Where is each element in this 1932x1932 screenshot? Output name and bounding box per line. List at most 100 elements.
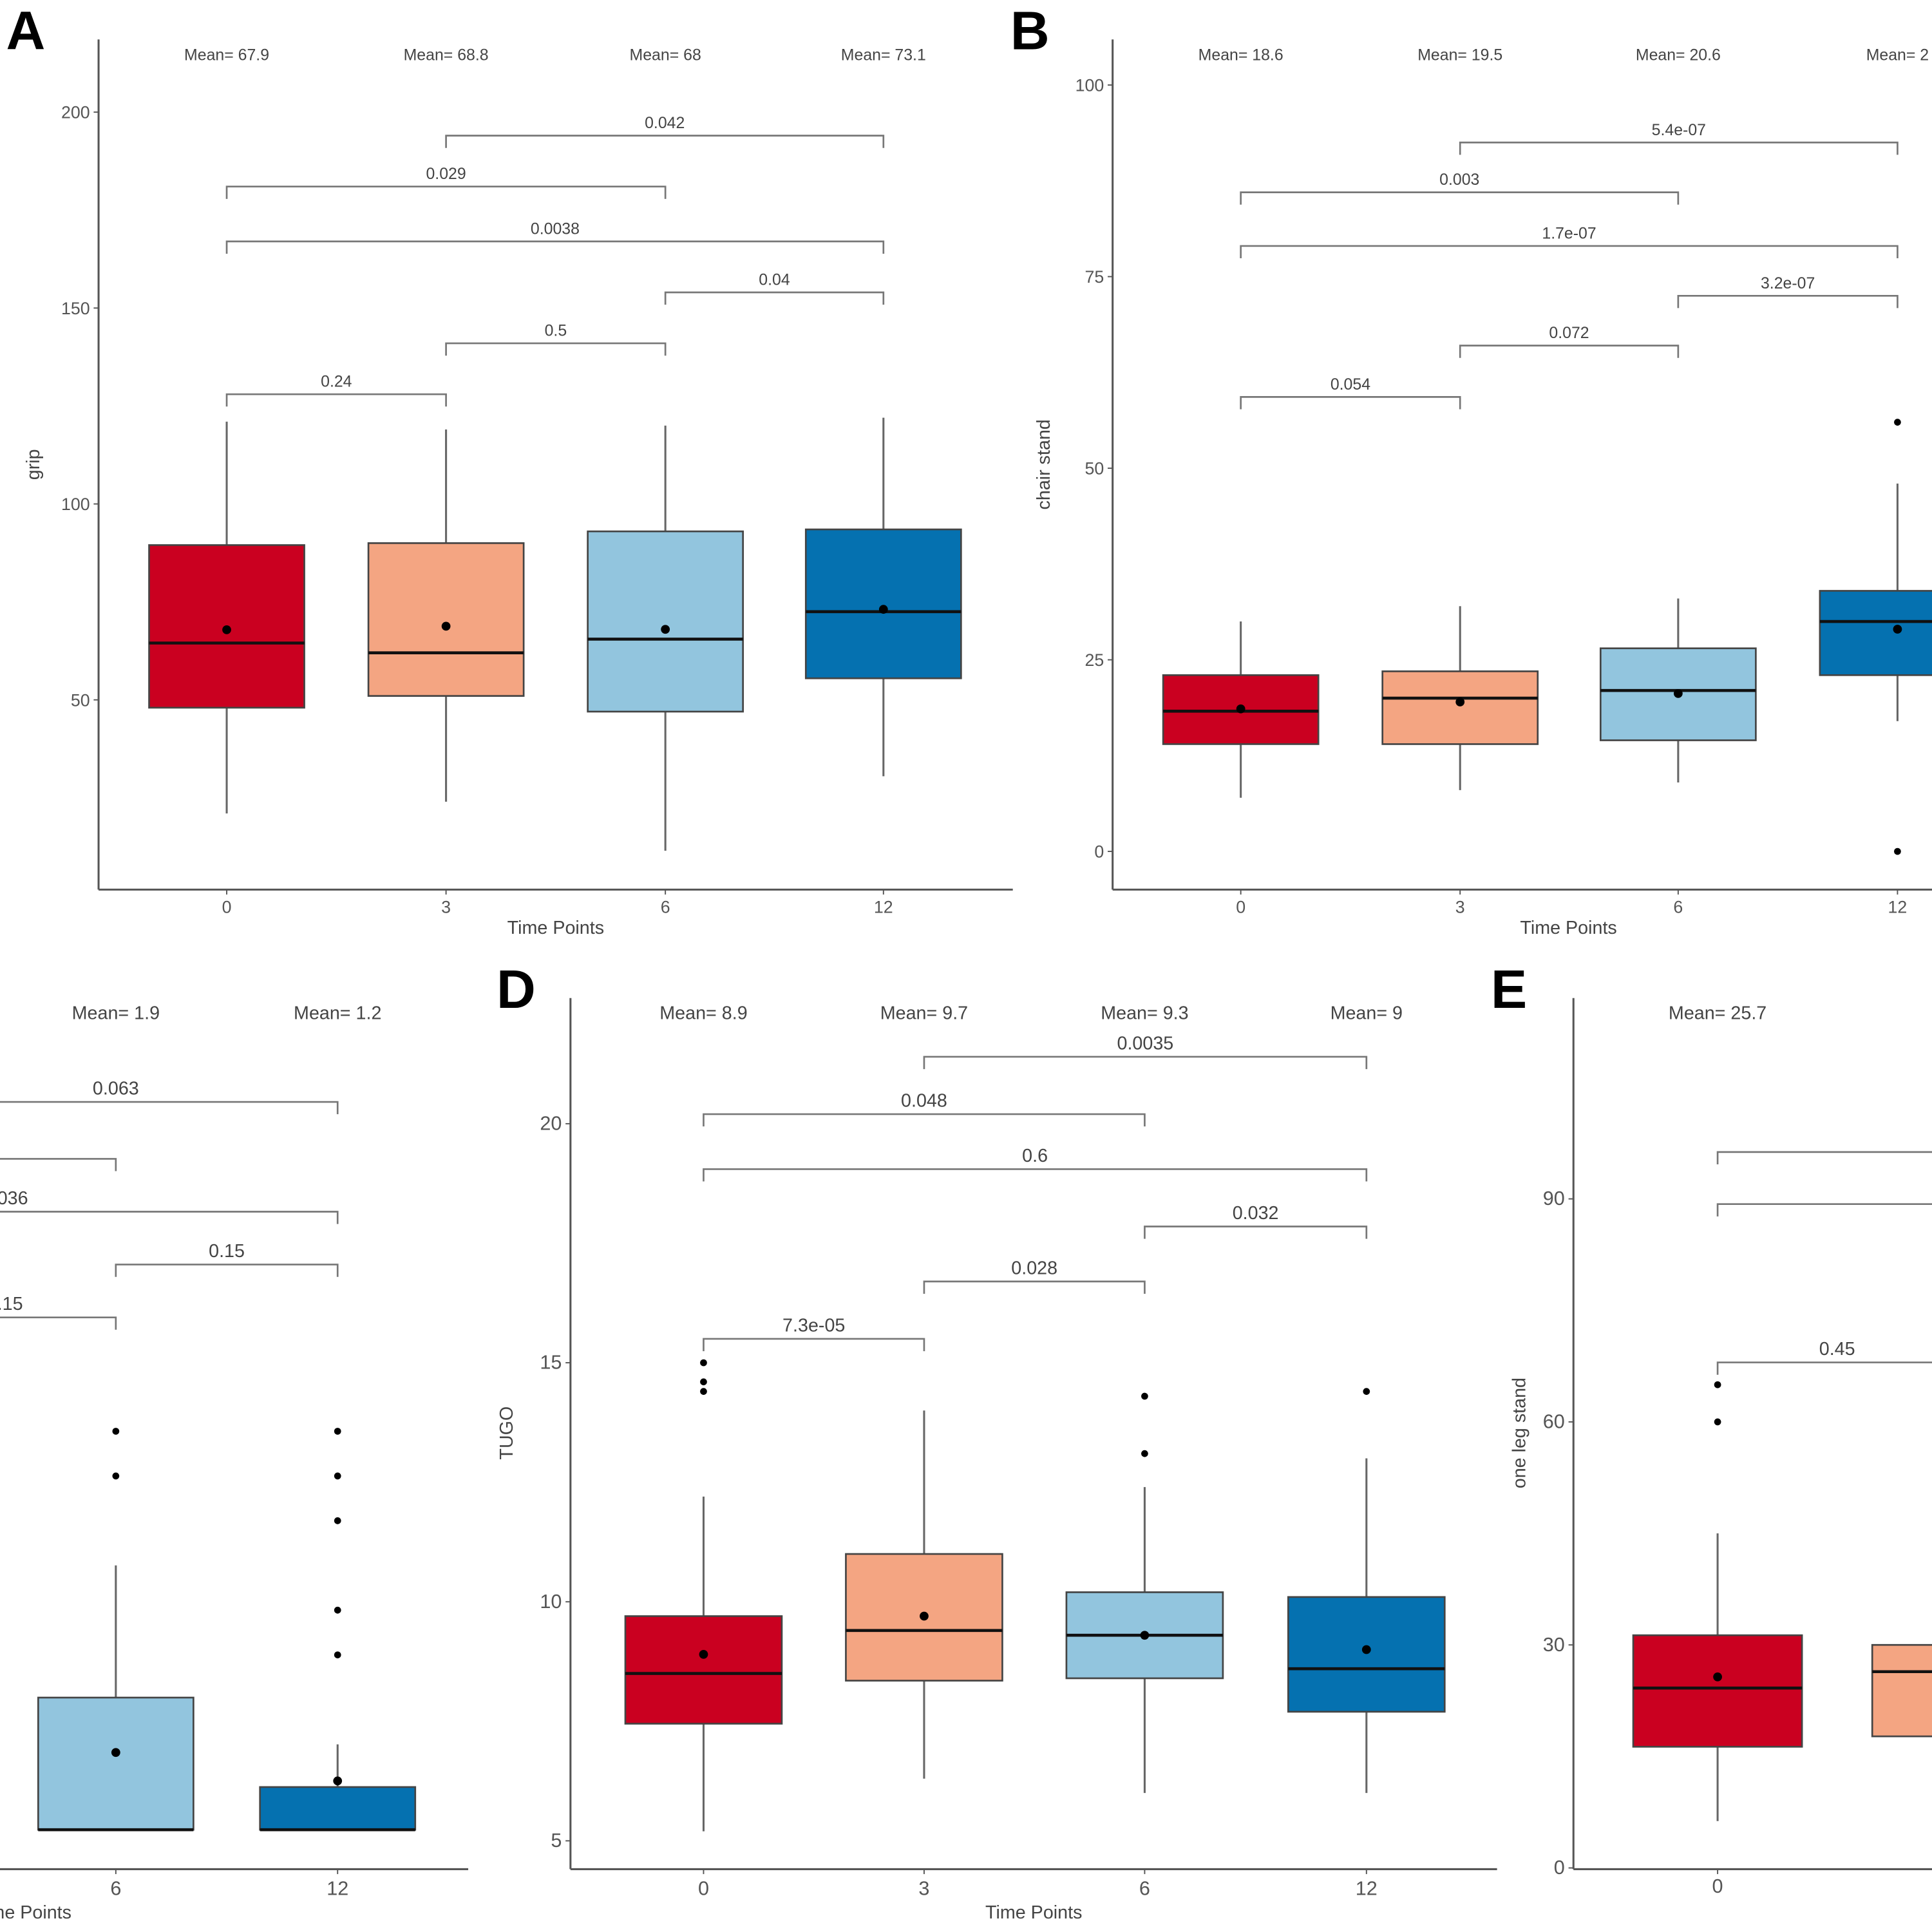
- y-tick-label: 75: [1085, 267, 1104, 287]
- y-tick-label: 20: [540, 1112, 562, 1134]
- box-iqr: [587, 530, 744, 713]
- box-6: [1599, 598, 1757, 782]
- mean-point: [699, 1650, 708, 1659]
- p-value-label: 5.4e-07: [1652, 121, 1706, 139]
- significance-bracket: [703, 1338, 925, 1352]
- p-value-label: 0.24: [321, 373, 352, 391]
- x-tick-label: 6: [110, 1878, 121, 1900]
- outlier-point: [1894, 848, 1901, 855]
- y-tick-label: 50: [1085, 459, 1104, 478]
- outlier-point: [1141, 1450, 1148, 1457]
- p-value-label: 0.5: [545, 322, 567, 340]
- box-12: [1287, 1388, 1446, 1794]
- x-tick-label: 0: [1236, 898, 1245, 917]
- mean-label: Mean= 20.6: [1636, 46, 1721, 64]
- panel-label: D: [497, 959, 536, 1019]
- mean-point: [661, 625, 670, 634]
- outlier-point: [112, 1472, 120, 1480]
- y-tick-label: 0: [1554, 1857, 1565, 1879]
- y-tick-label: 30: [1543, 1634, 1565, 1656]
- y-tick-label: 90: [1543, 1188, 1565, 1209]
- x-axis-title: Time Points: [985, 1902, 1082, 1923]
- x-tick-label: 3: [441, 898, 451, 917]
- p-value-label: 1.7e-07: [1542, 224, 1596, 242]
- x-tick-label: 6: [1139, 1878, 1150, 1900]
- significance-bracket: [703, 1168, 1368, 1182]
- significance-bracket: [923, 1280, 1146, 1294]
- mean-label: Mean= 68.8: [404, 46, 489, 64]
- y-axis-title: TUGO: [497, 1406, 517, 1460]
- panel-label: E: [1491, 959, 1527, 1019]
- box-iqr: [1381, 670, 1539, 745]
- box-iqr: [1287, 1596, 1446, 1713]
- outlier-point: [700, 1359, 707, 1367]
- mean-point: [920, 1611, 929, 1621]
- y-tick-label: 5: [551, 1830, 562, 1852]
- p-value-label: 0.029: [426, 165, 466, 183]
- box-0: [1632, 1381, 1803, 1821]
- box-3: [845, 1410, 1003, 1779]
- significance-bracket: [1716, 1203, 1932, 1217]
- box-0: [624, 1359, 783, 1832]
- significance-bracket: [225, 393, 447, 407]
- mean-point: [333, 1776, 343, 1786]
- y-tick-label: 60: [1543, 1410, 1565, 1432]
- panel-a: A 50 100 150 200 0 3 6 12 Time Points grip Mean= 67…: [6, 1, 1013, 938]
- panel-c: 6 12 Time Points Mean= 1.9 Mean= 1.2 0.15 0.15…: [0, 1003, 469, 1923]
- outlier-point: [334, 1651, 341, 1659]
- box-iqr: [259, 1786, 417, 1831]
- y-axis-title: one leg stand: [1510, 1378, 1530, 1488]
- outlier-point: [334, 1472, 341, 1480]
- y-tick-label: 100: [1075, 76, 1104, 95]
- y-tick-label: 150: [61, 299, 90, 318]
- mean-point: [1140, 1631, 1150, 1640]
- significance-bracket: [0, 1211, 339, 1224]
- significance-bracket: [923, 1056, 1368, 1070]
- significance-bracket: [445, 342, 667, 356]
- outlier-point: [1363, 1388, 1370, 1395]
- mean-point: [1361, 1645, 1371, 1654]
- panel-label: A: [6, 1, 46, 61]
- box-0: [1162, 621, 1320, 798]
- significance-bracket: [664, 291, 885, 305]
- x-tick-label: 0: [698, 1878, 709, 1900]
- significance-bracket: [1716, 1361, 1932, 1375]
- p-value-label: 0.063: [93, 1079, 139, 1099]
- p-value-label: 0.036: [0, 1188, 28, 1209]
- p-value-label: 0.04: [759, 271, 790, 289]
- p-value-label: 0.45: [1819, 1339, 1855, 1359]
- significance-bracket: [0, 1158, 117, 1171]
- box-iqr: [1632, 1634, 1803, 1748]
- mean-point: [1713, 1672, 1722, 1681]
- mean-point: [111, 1748, 120, 1757]
- box-6: [587, 425, 744, 851]
- mean-point: [1893, 625, 1902, 634]
- x-tick-label: 0: [1712, 1875, 1723, 1897]
- mean-label: Mean= 25.7: [1669, 1003, 1766, 1023]
- outlier-point: [334, 1517, 341, 1524]
- box-3: [1381, 606, 1539, 790]
- x-tick-label: 12: [1356, 1878, 1378, 1900]
- significance-bracket: [1144, 1226, 1368, 1239]
- mean-point: [1236, 704, 1245, 714]
- p-value-label: 0.0035: [1117, 1033, 1174, 1054]
- y-tick-label: 0: [1094, 842, 1104, 862]
- significance-bracket: [225, 240, 885, 254]
- significance-bracket: [1240, 191, 1680, 205]
- mean-label: Mean= 68: [630, 46, 701, 64]
- box-iqr: [1871, 1643, 1932, 1738]
- mean-label: Mean= 18.6: [1198, 46, 1283, 64]
- panel-b: B 0 25 50 75 100 0 3 6 12 Time Points chair stand Me…: [1010, 1, 1932, 938]
- p-value-label: 0.072: [1549, 324, 1589, 342]
- significance-bracket: [1716, 1151, 1932, 1165]
- box-iqr: [367, 542, 525, 697]
- p-value-label: 0.028: [1011, 1258, 1057, 1278]
- mean-point: [1673, 689, 1683, 698]
- x-tick-label: 3: [918, 1878, 929, 1900]
- box-3: [1871, 1643, 1932, 1738]
- x-axis-title: Time Points: [507, 918, 604, 938]
- p-value-label: 0.0038: [531, 220, 580, 238]
- x-tick-label: 0: [222, 898, 232, 917]
